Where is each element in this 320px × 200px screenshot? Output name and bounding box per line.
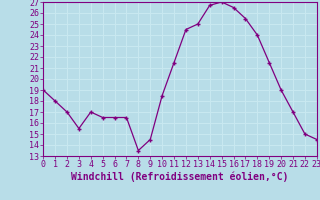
X-axis label: Windchill (Refroidissement éolien,°C): Windchill (Refroidissement éolien,°C) [71, 172, 289, 182]
